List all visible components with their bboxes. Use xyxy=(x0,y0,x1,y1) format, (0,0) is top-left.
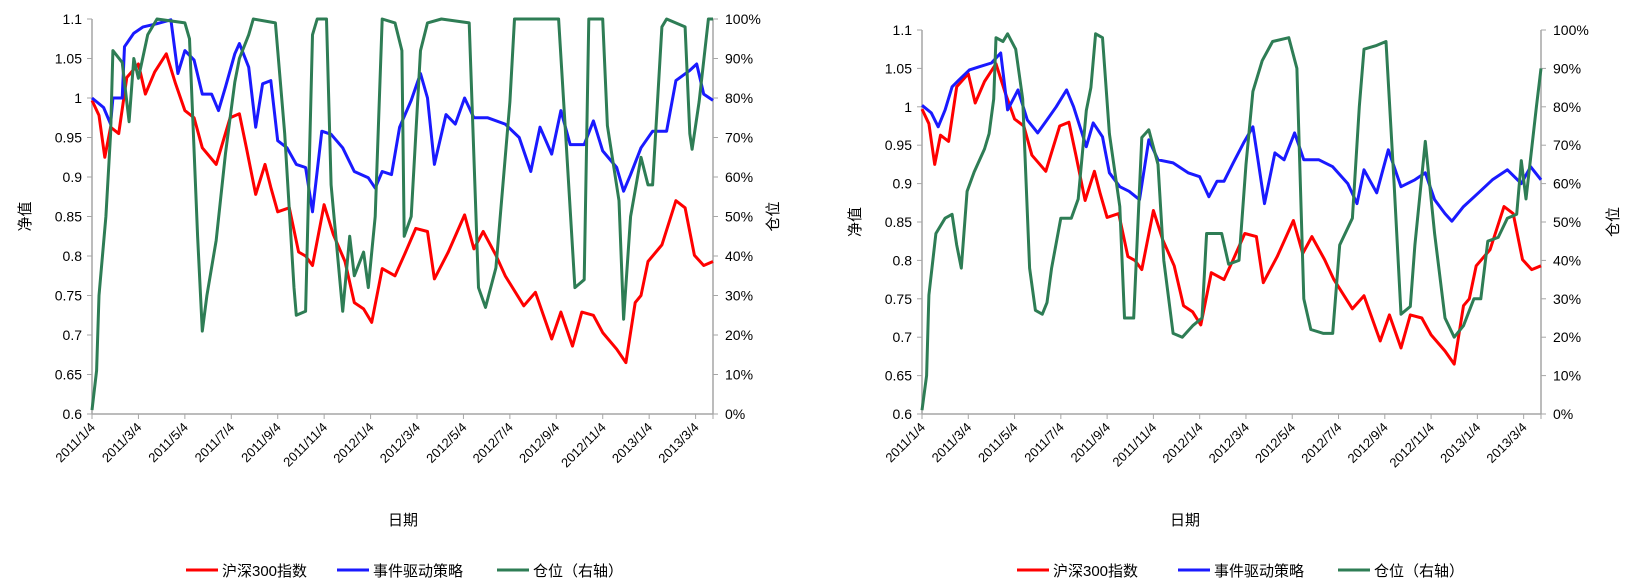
y-tick-label: 0.65 xyxy=(55,367,82,383)
x-tick-label: 2011/5/4 xyxy=(145,420,191,466)
y-tick-label: 1.05 xyxy=(885,60,912,76)
y2-tick-label: 10% xyxy=(725,367,753,383)
x-tick-label: 2011/7/4 xyxy=(1021,420,1067,466)
legend-item-hs300: 沪深300指数 xyxy=(186,563,307,580)
x-tick-label: 2011/11/4 xyxy=(280,420,330,470)
y-tick-label: 0.8 xyxy=(893,252,913,268)
y-tick-label: 0.95 xyxy=(885,137,912,153)
y-tick-label: 1 xyxy=(904,99,912,115)
y2-tick-label: 40% xyxy=(1553,252,1581,268)
legend-label: 仓位（右轴） xyxy=(1374,563,1464,580)
x-tick-label: 2011/1/4 xyxy=(882,420,928,466)
y2-tick-label: 90% xyxy=(1553,60,1581,76)
legend-item-hs300: 沪深300指数 xyxy=(1017,563,1138,580)
y2-tick-label: 100% xyxy=(725,11,761,27)
y-axis-title: 净值 xyxy=(847,207,864,237)
y-tick-label: 0.75 xyxy=(885,291,912,307)
y-tick-label: 1.1 xyxy=(63,11,83,27)
x-axis-title: 日期 xyxy=(1170,512,1200,529)
x-tick-label: 2011/3/4 xyxy=(99,420,145,466)
legend-label: 沪深300指数 xyxy=(1053,563,1138,580)
y-tick-label: 0.75 xyxy=(55,288,82,304)
y-tick-label: 0.9 xyxy=(63,169,83,185)
x-tick-label: 2012/5/4 xyxy=(423,420,469,466)
chart-2: 0.6 0.65 0.7 0.75 0.8 0.85 0.9 0.95 1 1.05 1.1 0% 10… xyxy=(847,22,1622,580)
series-line-strategy xyxy=(921,51,1543,223)
x-tick-label: 2012/11/4 xyxy=(558,420,609,471)
y2-tick-label: 10% xyxy=(1553,368,1581,384)
y2-tick-label: 70% xyxy=(1553,137,1581,153)
y2-tick-label: 20% xyxy=(725,327,753,343)
y-tick-label: 1.1 xyxy=(893,22,913,38)
legend-item-strategy: 事件驱动策略 xyxy=(337,563,463,580)
x-tick-label: 2011/9/4 xyxy=(238,420,284,466)
x-tick-label: 2012/5/4 xyxy=(1252,420,1298,466)
y-tick-label: 0.6 xyxy=(63,406,83,422)
x-tick-label: 2011/1/4 xyxy=(52,420,98,466)
series-line-hs300 xyxy=(90,52,714,365)
chart-1: 0.6 0.65 0.7 0.75 0.8 0.85 0.9 0.95 1 1.05 1.1 0% 10… xyxy=(17,11,782,580)
y-axis-title: 净值 xyxy=(17,201,34,231)
y2-tick-label: 30% xyxy=(725,288,753,304)
y-tick-label: 0.85 xyxy=(885,214,912,230)
x-tick-label: 2012/7/4 xyxy=(1298,420,1344,466)
x-tick-label: 2012/9/4 xyxy=(516,420,562,466)
x-tick-label: 2011/9/4 xyxy=(1068,420,1114,466)
y-tick-label: 0.85 xyxy=(55,209,82,225)
legend-label: 事件驱动策略 xyxy=(373,563,463,580)
y-tick-label: 1 xyxy=(74,90,82,106)
x-tick-label: 2012/9/4 xyxy=(1345,420,1391,466)
y2-tick-label: 90% xyxy=(725,51,753,67)
y2-axis-title: 仓位 xyxy=(765,201,782,231)
legend-label: 仓位（右轴） xyxy=(533,563,623,580)
y-tick-label: 0.6 xyxy=(893,406,913,422)
series-line-hs300 xyxy=(920,62,1542,366)
x-tick-label: 2012/3/4 xyxy=(1206,420,1252,466)
x-tick-label: 2012/11/4 xyxy=(1386,420,1437,471)
y2-tick-label: 0% xyxy=(725,406,745,422)
y2-tick-label: 0% xyxy=(1553,406,1573,422)
y-tick-label: 0.65 xyxy=(885,368,912,384)
y-tick-label: 0.9 xyxy=(893,176,913,192)
x-tick-label: 2011/11/4 xyxy=(1109,420,1159,470)
x-tick-label: 2012/3/4 xyxy=(377,420,423,466)
legend-label: 事件驱动策略 xyxy=(1214,563,1304,580)
y2-tick-label: 50% xyxy=(725,209,753,225)
y-tick-label: 1.05 xyxy=(55,51,82,67)
y2-tick-label: 60% xyxy=(725,169,753,185)
legend-item-position: 仓位（右轴） xyxy=(1338,563,1464,580)
y2-tick-label: 80% xyxy=(725,90,753,106)
x-tick-label: 2013/3/4 xyxy=(655,420,701,466)
x-axis-title: 日期 xyxy=(388,512,418,529)
x-tick-label: 2011/7/4 xyxy=(192,420,238,466)
y-tick-label: 0.95 xyxy=(55,130,82,146)
series-line-position xyxy=(90,17,713,411)
y2-tick-label: 30% xyxy=(1553,291,1581,307)
x-tick-label: 2013/3/4 xyxy=(1483,420,1529,466)
series-line-position xyxy=(920,32,1543,411)
x-tick-label: 2013/1/4 xyxy=(609,420,655,466)
x-tick-label: 2011/3/4 xyxy=(929,420,975,466)
y-tick-label: 0.8 xyxy=(63,248,83,264)
y2-tick-label: 50% xyxy=(1553,214,1581,230)
x-tick-label: 2013/1/4 xyxy=(1437,420,1483,466)
y2-tick-label: 70% xyxy=(725,130,753,146)
y2-tick-label: 40% xyxy=(725,248,753,264)
x-tick-label: 2012/1/4 xyxy=(330,420,376,466)
legend-item-strategy: 事件驱动策略 xyxy=(1178,563,1304,580)
y2-tick-label: 20% xyxy=(1553,329,1581,345)
x-tick-label: 2012/1/4 xyxy=(1159,420,1205,466)
x-tick-label: 2012/7/4 xyxy=(470,420,516,466)
legend-label: 沪深300指数 xyxy=(222,563,307,580)
x-tick-label: 2011/5/4 xyxy=(975,420,1021,466)
y2-tick-label: 100% xyxy=(1553,22,1589,38)
y-tick-label: 0.7 xyxy=(63,327,83,343)
y-tick-label: 0.7 xyxy=(893,329,913,345)
y2-tick-label: 60% xyxy=(1553,176,1581,192)
legend-item-position: 仓位（右轴） xyxy=(497,563,623,580)
y2-tick-label: 80% xyxy=(1553,99,1581,115)
y2-axis-title: 仓位 xyxy=(1605,207,1622,237)
